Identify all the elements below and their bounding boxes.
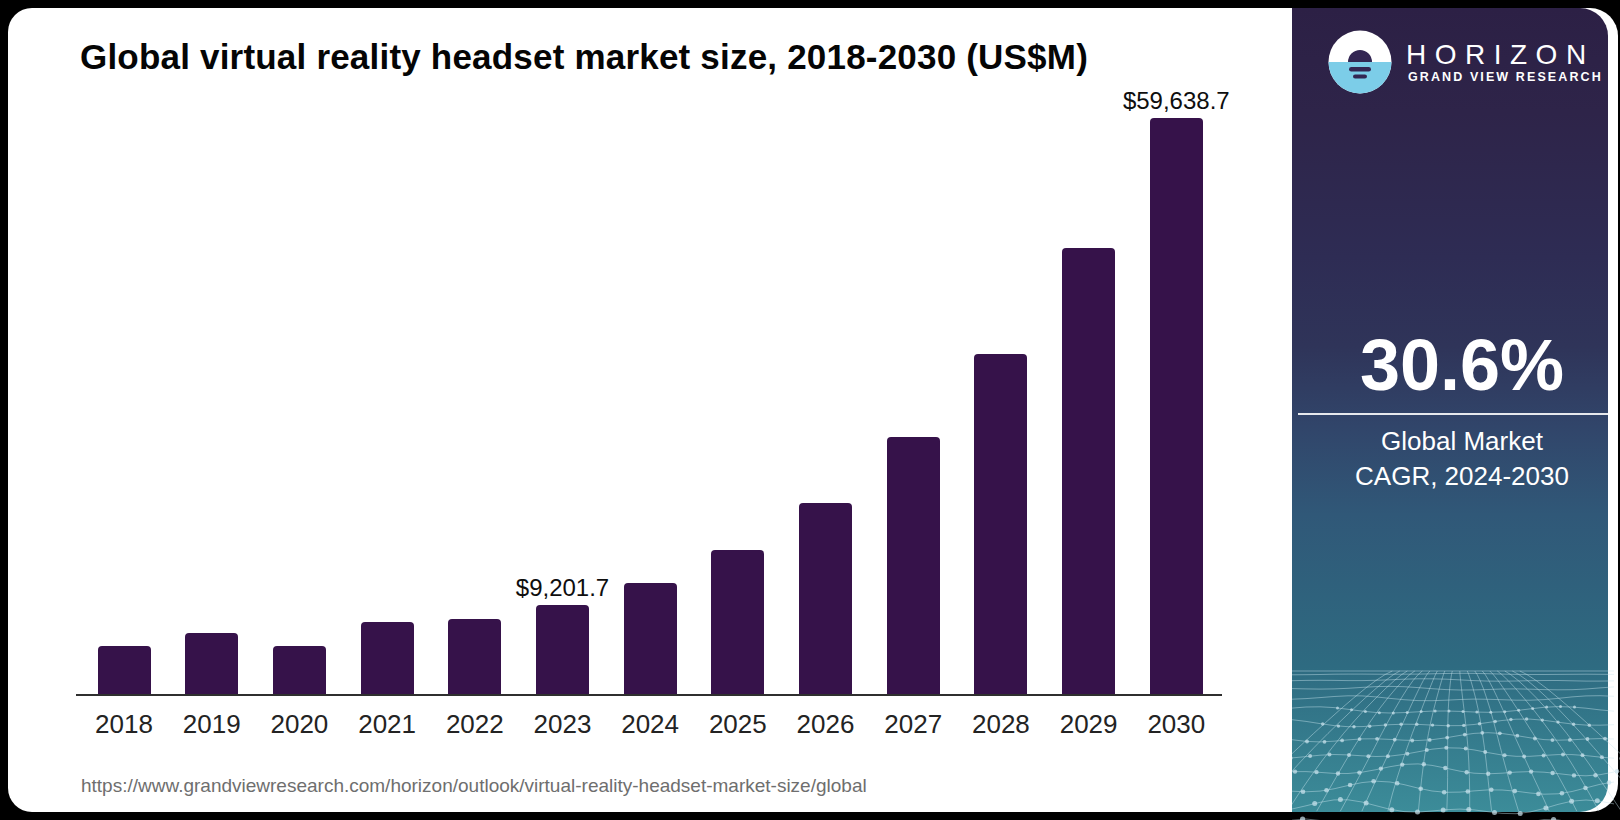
bar-2022 (448, 619, 501, 694)
x-tick-2022: 2022 (427, 710, 523, 740)
bar-2026 (799, 503, 852, 694)
x-tick-2019: 2019 (164, 710, 260, 740)
cagr-value: 30.6% (1304, 329, 1620, 401)
cagr-label-line1: Global Market (1304, 424, 1620, 459)
x-tick-2018: 2018 (76, 710, 172, 740)
bar-2018 (98, 646, 151, 694)
x-tick-2024: 2024 (602, 710, 698, 740)
bar-2029 (1062, 248, 1115, 694)
bar-2025 (711, 550, 764, 694)
bar-2027 (887, 437, 940, 694)
source-url: https://www.grandviewresearch.com/horizo… (81, 775, 867, 797)
horizon-logo-icon (1328, 30, 1392, 94)
bar-2019 (185, 633, 238, 695)
x-tick-2026: 2026 (778, 710, 874, 740)
brand-name: HORIZON (1406, 39, 1595, 71)
bar-2023 (536, 605, 589, 694)
x-tick-2020: 2020 (251, 710, 347, 740)
cagr-label: Global Market CAGR, 2024-2030 (1304, 424, 1620, 494)
bar-2030 (1150, 118, 1203, 694)
x-tick-2025: 2025 (690, 710, 786, 740)
x-axis-line (76, 694, 1222, 696)
divider-line (1298, 413, 1608, 415)
x-tick-2023: 2023 (515, 710, 611, 740)
bar-2024 (624, 583, 677, 694)
chart-title: Global virtual reality headset market si… (80, 37, 1088, 77)
bar-2021 (361, 622, 414, 694)
x-tick-2021: 2021 (339, 710, 435, 740)
bar-2028 (974, 354, 1027, 694)
x-tick-2030: 2030 (1128, 710, 1224, 740)
x-tick-2029: 2029 (1041, 710, 1137, 740)
cagr-label-line2: CAGR, 2024-2030 (1304, 459, 1620, 494)
x-tick-2027: 2027 (865, 710, 961, 740)
bar-2020 (273, 646, 326, 695)
wireframe-mesh-graphic (1292, 656, 1620, 820)
value-label-2030: $59,638.7 (1066, 87, 1286, 115)
brand-subtitle: GRAND VIEW RESEARCH (1408, 70, 1603, 84)
x-tick-2028: 2028 (953, 710, 1049, 740)
